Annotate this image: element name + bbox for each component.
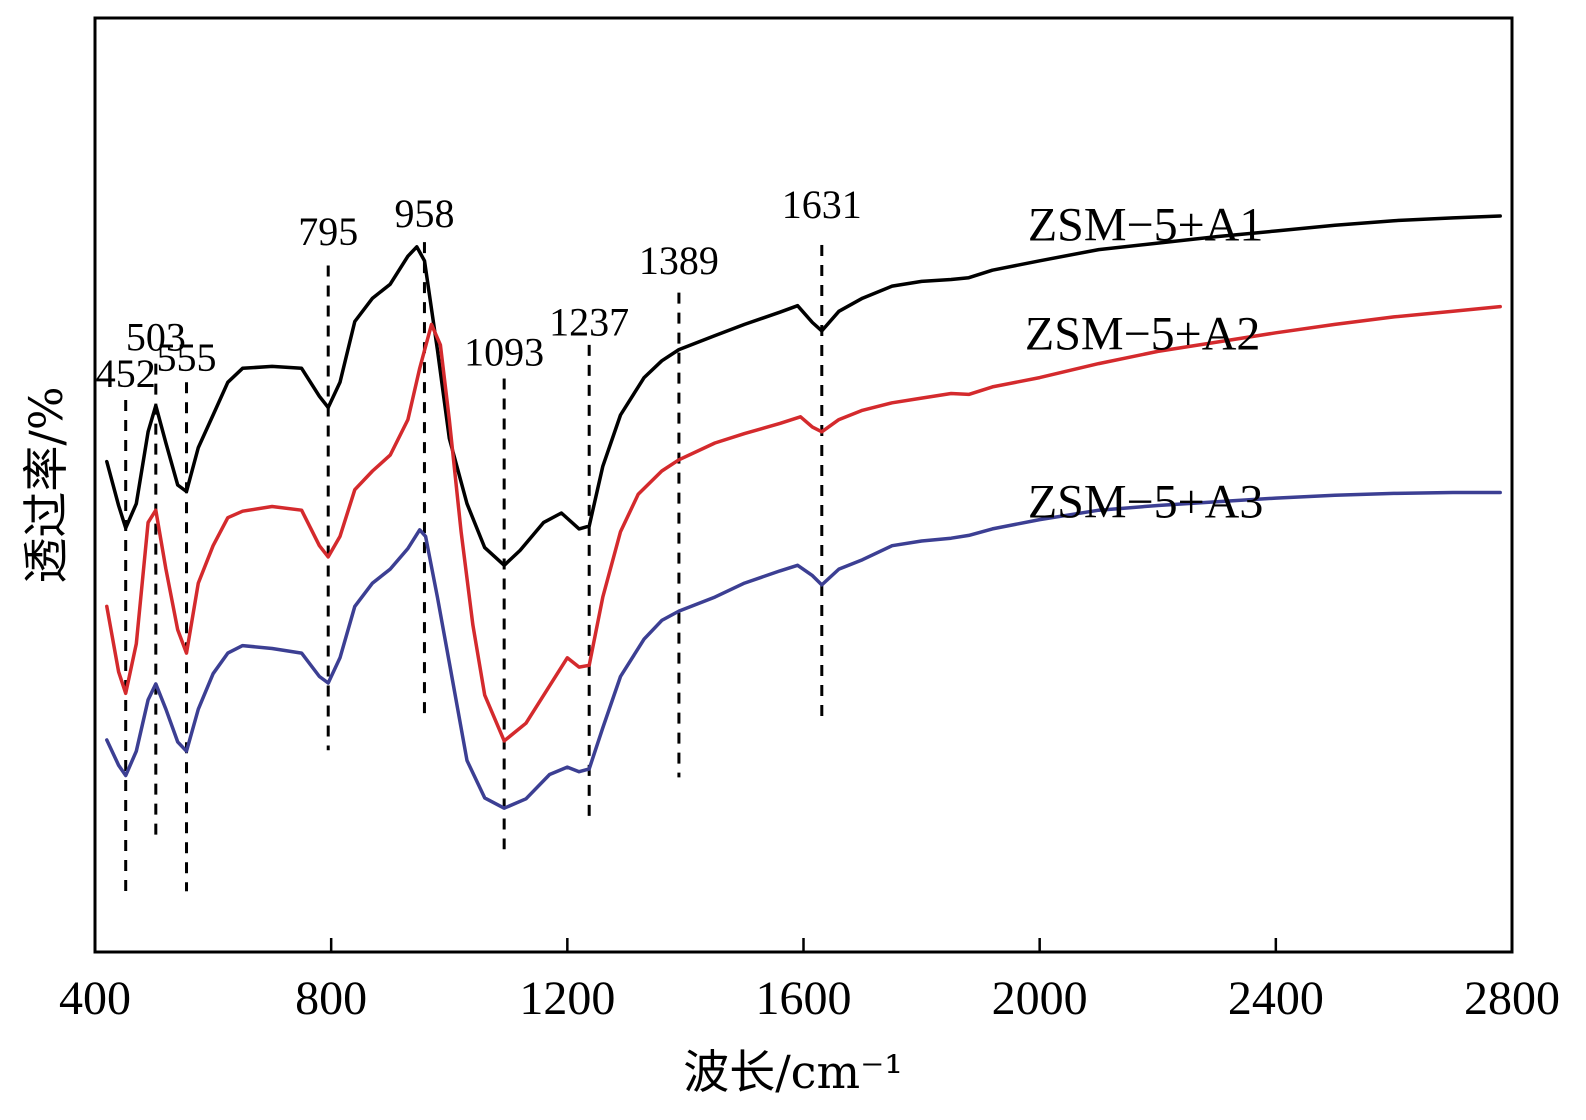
peak-label-1237: 1237	[549, 300, 629, 345]
series-line-3	[105, 490, 1502, 810]
peak-label-1093: 1093	[464, 329, 544, 374]
x-tick-label: 2800	[1464, 972, 1560, 1025]
plot-frame	[93, 16, 1514, 954]
x-axis-title: 波长/cm⁻¹	[683, 1045, 903, 1099]
peak-label-1389: 1389	[639, 238, 719, 283]
x-tick-label: 2400	[1228, 972, 1324, 1025]
spectrum-series	[105, 214, 1502, 810]
peak-label-795: 795	[298, 209, 358, 254]
series-label-3: ZSM−5+A3	[1028, 476, 1264, 529]
peak-label-1631: 1631	[782, 182, 862, 227]
x-tick-label: 400	[59, 972, 131, 1025]
peak-label-452: 452	[96, 351, 156, 396]
series-line-2	[105, 304, 1502, 743]
peak-label-958: 958	[394, 191, 454, 236]
x-tick-label: 800	[295, 972, 367, 1025]
peak-label-555: 555	[157, 335, 217, 380]
x-tick-label: 1200	[519, 972, 615, 1025]
y-axis-title: 透过率/%	[19, 386, 73, 583]
peak-markers	[124, 242, 824, 892]
series-line-1	[105, 214, 1502, 568]
x-tick-label: 2000	[992, 972, 1088, 1025]
x-axis-ticks: 400 800 1200 1600 2000 2400 2800	[59, 938, 1560, 1025]
x-tick-label: 1600	[756, 972, 852, 1025]
series-label-1: ZSM−5+A1	[1028, 198, 1264, 251]
peak-label-503: 503	[126, 315, 186, 360]
series-label-2: ZSM−5+A2	[1025, 308, 1261, 361]
